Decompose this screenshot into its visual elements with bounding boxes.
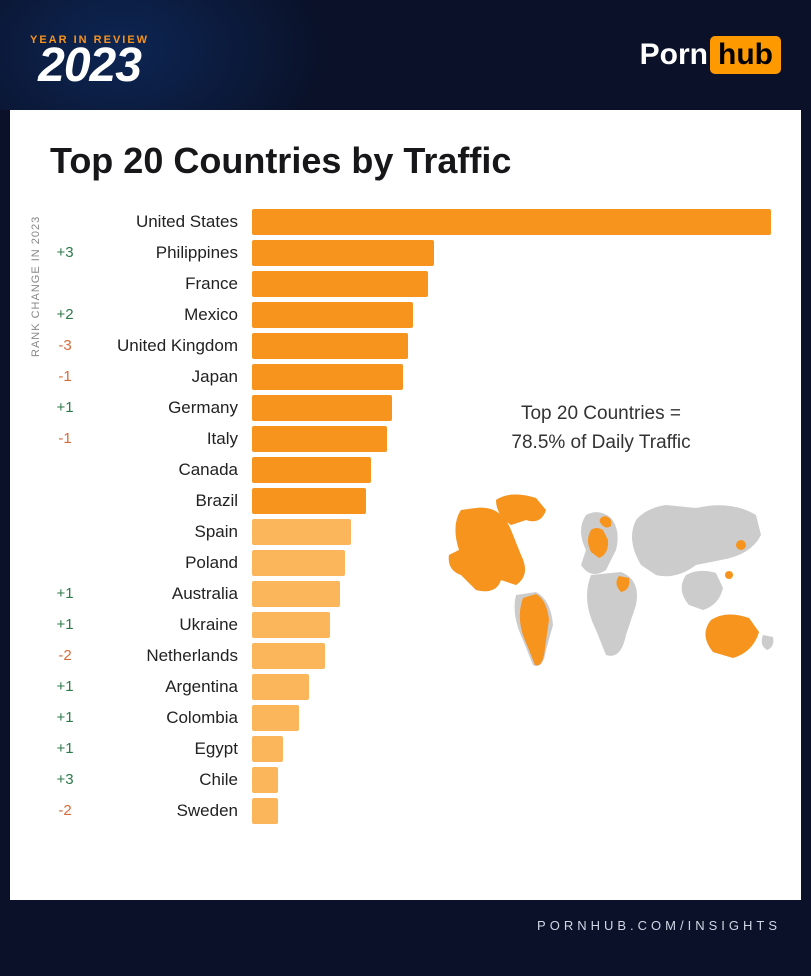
bar <box>252 426 387 452</box>
brand-text-left: Porn <box>638 36 710 74</box>
country-label: Mexico <box>88 305 246 325</box>
chart-title: Top 20 Countries by Traffic <box>50 140 771 182</box>
rank-change: +1 <box>48 740 82 757</box>
bar-track <box>252 209 771 235</box>
bar <box>252 736 283 762</box>
bar-track <box>252 364 771 390</box>
country-label: Ukraine <box>88 615 246 635</box>
rank-change: +1 <box>48 399 82 416</box>
brand-logo: Porn hub <box>638 36 781 74</box>
bar <box>252 798 278 824</box>
brand-text-right: hub <box>710 36 781 74</box>
bar-row: +3 Philippines <box>48 237 771 268</box>
bar <box>252 674 309 700</box>
callout-text: Top 20 Countries = 78.5% of Daily Traffi… <box>441 400 761 457</box>
bar-row: +3 Chile <box>48 764 771 795</box>
country-label: Sweden <box>88 801 246 821</box>
bar <box>252 333 408 359</box>
country-label: Philippines <box>88 243 246 263</box>
bar-track <box>252 767 771 793</box>
bar-track <box>252 271 771 297</box>
bar-row: France <box>48 268 771 299</box>
footer: PORNHUB.COM/INSIGHTS <box>0 900 811 950</box>
rank-change: +1 <box>48 616 82 633</box>
bar <box>252 364 403 390</box>
country-label: Canada <box>88 460 246 480</box>
bar-row: +1 Colombia <box>48 702 771 733</box>
footer-url: PORNHUB.COM/INSIGHTS <box>537 918 781 933</box>
country-label: Netherlands <box>88 646 246 666</box>
country-label: Egypt <box>88 739 246 759</box>
bar <box>252 488 366 514</box>
bar-track <box>252 705 771 731</box>
rank-change: -1 <box>48 430 82 447</box>
country-label: Japan <box>88 367 246 387</box>
callout-line-2: 78.5% of Daily Traffic <box>441 429 761 458</box>
country-label: United Kingdom <box>88 336 246 356</box>
bar-track <box>252 457 771 483</box>
country-label: Australia <box>88 584 246 604</box>
bar-row: -1 Japan <box>48 361 771 392</box>
bar <box>252 643 325 669</box>
header: YEAR IN REVIEW 2023 Porn hub <box>0 0 811 110</box>
year-number: 2023 <box>30 42 149 90</box>
chart-card: Top 20 Countries by Traffic RANK CHANGE … <box>10 110 801 900</box>
bar <box>252 612 330 638</box>
bar-track <box>252 736 771 762</box>
bar <box>252 581 340 607</box>
bar <box>252 209 771 235</box>
rank-change: -3 <box>48 337 82 354</box>
rank-change: -2 <box>48 802 82 819</box>
bar-row: +1 Egypt <box>48 733 771 764</box>
country-label: Brazil <box>88 491 246 511</box>
country-label: France <box>88 274 246 294</box>
bar-row: -2 Sweden <box>48 795 771 826</box>
rank-change: -1 <box>48 368 82 385</box>
bar <box>252 550 345 576</box>
bar-track <box>252 798 771 824</box>
year-badge: YEAR IN REVIEW 2023 <box>30 20 149 90</box>
bar <box>252 457 371 483</box>
rank-change: +1 <box>48 678 82 695</box>
rank-change: +3 <box>48 244 82 261</box>
bar <box>252 705 299 731</box>
country-label: Poland <box>88 553 246 573</box>
country-label: Italy <box>88 429 246 449</box>
bar <box>252 395 392 421</box>
country-label: Chile <box>88 770 246 790</box>
callout-line-1: Top 20 Countries = <box>441 400 761 429</box>
rank-change: +1 <box>48 585 82 602</box>
country-label: Spain <box>88 522 246 542</box>
bar-row: United States <box>48 206 771 237</box>
country-label: United States <box>88 212 246 232</box>
country-label: Argentina <box>88 677 246 697</box>
bar-row: +2 Mexico <box>48 299 771 330</box>
bar <box>252 271 428 297</box>
bar <box>252 240 434 266</box>
bar <box>252 302 413 328</box>
bar-row: -3 United Kingdom <box>48 330 771 361</box>
rank-change: +2 <box>48 306 82 323</box>
rank-change: -2 <box>48 647 82 664</box>
yaxis-label: RANK CHANGE IN 2023 <box>30 206 42 366</box>
country-label: Germany <box>88 398 246 418</box>
infographic-frame: YEAR IN REVIEW 2023 Porn hub Top 20 Coun… <box>0 0 811 950</box>
bar <box>252 519 351 545</box>
bar-track <box>252 302 771 328</box>
world-map <box>441 480 781 680</box>
bar-track <box>252 240 771 266</box>
bar-track <box>252 333 771 359</box>
rank-change: +1 <box>48 709 82 726</box>
bar <box>252 767 278 793</box>
country-label: Colombia <box>88 708 246 728</box>
year-review-label: YEAR IN REVIEW <box>30 34 149 46</box>
rank-change: +3 <box>48 771 82 788</box>
